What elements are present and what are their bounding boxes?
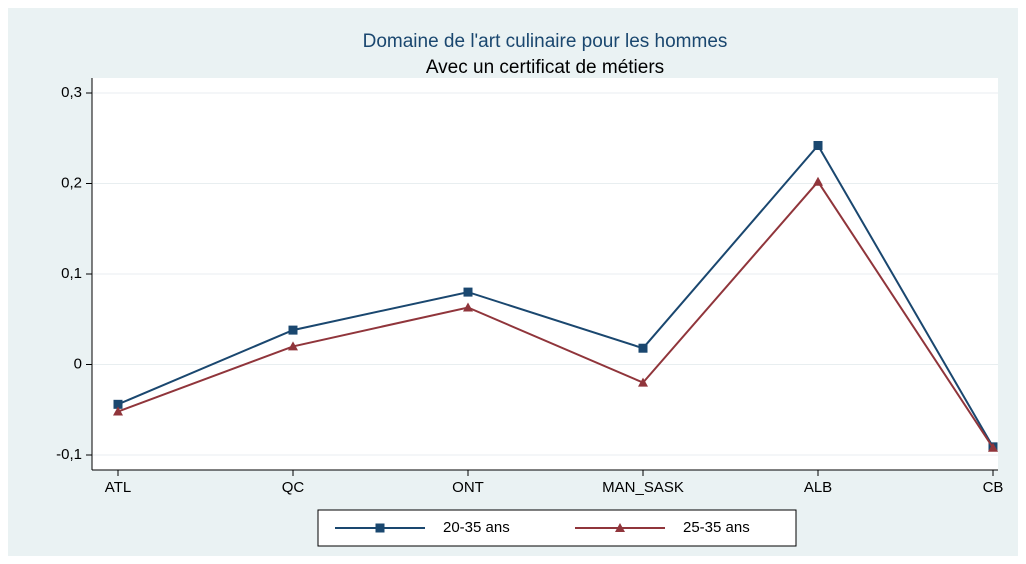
chart-subtitle: Avec un certificat de métiers: [426, 57, 664, 78]
marker: [463, 302, 473, 312]
x-tick-label: MAN_SASK: [602, 479, 684, 496]
marker: [113, 399, 123, 409]
legend-label: 25-35 ans: [683, 519, 750, 536]
marker: [463, 287, 473, 297]
x-tick-label: CB: [983, 479, 1004, 496]
series-line: [117, 180, 994, 449]
marker: [288, 325, 298, 335]
y-tick-label: 0,1: [61, 265, 82, 282]
series-line: [117, 143, 994, 448]
marker: [638, 377, 648, 387]
marker: [988, 442, 998, 452]
y-tick-label: 0,3: [61, 84, 82, 101]
x-tick-label: ALB: [804, 479, 832, 496]
x-tick-label: QC: [282, 479, 305, 496]
marker: [113, 406, 123, 416]
marker: [375, 523, 385, 533]
x-tick-label: ONT: [452, 479, 484, 496]
marker: [638, 343, 648, 353]
y-tick-label: -0,1: [56, 446, 82, 463]
x-tick-label: ATL: [105, 479, 131, 496]
marker: [813, 140, 823, 150]
legend-label: 20-35 ans: [443, 519, 510, 536]
marker: [615, 523, 625, 532]
marker: [288, 341, 298, 351]
y-tick-label: 0,2: [61, 174, 82, 191]
chart-title: Domaine de l'art culinaire pour les homm…: [363, 31, 728, 52]
y-tick-label: 0: [74, 355, 82, 372]
marker: [813, 176, 823, 186]
